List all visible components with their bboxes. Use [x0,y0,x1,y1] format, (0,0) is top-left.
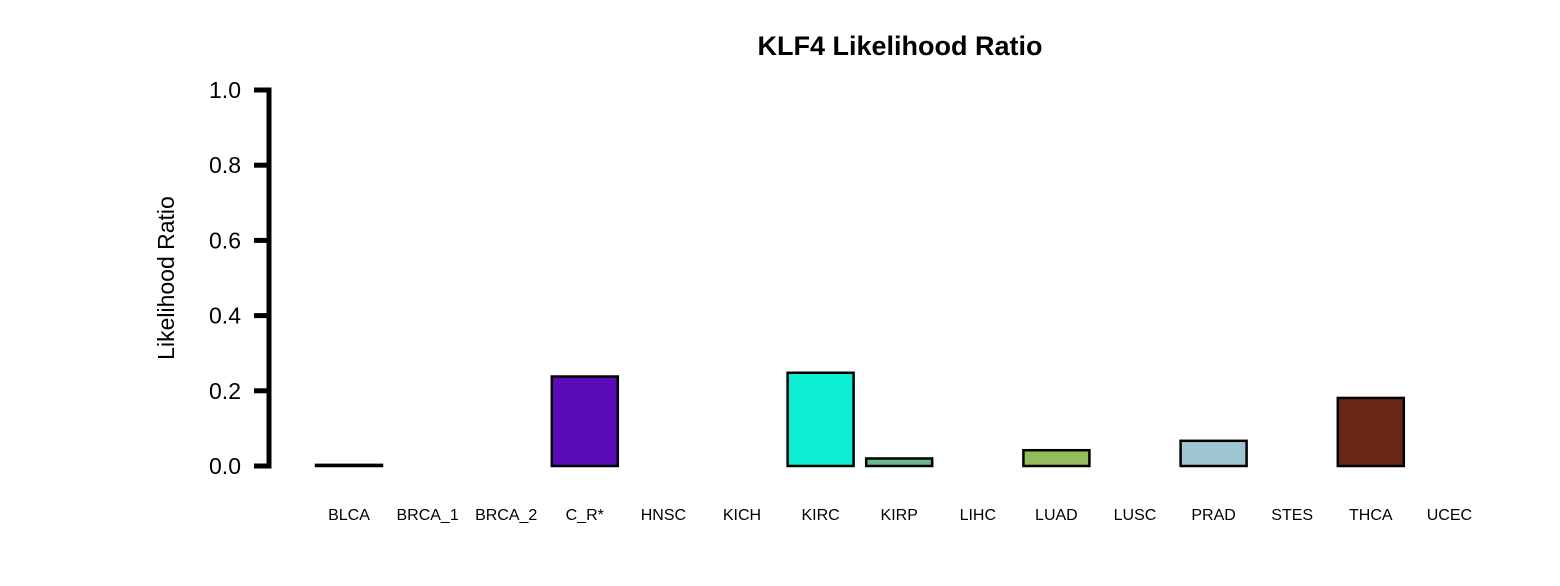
bar-c-r [550,375,620,468]
x-tick-label: LUAD [1035,507,1078,524]
x-tick-label: KIRC [801,507,839,524]
bar-luad [1022,448,1091,468]
y-tick-label: 0.8 [209,152,241,178]
y-tick-label: 0.6 [209,227,241,253]
y-axis: 0.0 0.2 0.4 0.6 0.8 1.0 [209,77,272,479]
x-tick-label: THCA [1349,507,1393,524]
bar-kirc [786,371,855,468]
x-tick-label: HNSC [641,507,686,524]
y-tick-label: 0.2 [209,378,241,404]
x-tick-label: UCEC [1427,507,1472,524]
x-tick-label: STES [1271,507,1313,524]
x-tick-label: PRAD [1191,507,1235,524]
bar-thca [1336,396,1406,468]
chart-title: KLF4 Likelihood Ratio [757,31,1042,61]
bar-prad [1179,439,1248,468]
x-tick-label: C_R* [566,507,604,524]
x-tick-label: KICH [723,507,761,524]
x-axis-labels: BLCA BRCA_1 BRCA_2 C_R* HNSC KICH KIRC KIRP LIHC… [328,507,1472,524]
y-tick-label: 0.4 [209,303,241,329]
bar-blca [314,463,384,468]
x-tick-label: BRCA_2 [475,507,537,524]
x-tick-label: LIHC [960,507,996,524]
x-tick-label: BLCA [328,507,370,524]
x-tick-label: KIRP [881,507,918,524]
x-tick-label: BRCA_1 [396,507,458,524]
y-tick-label: 1.0 [209,77,241,103]
bar-kirp [864,457,934,468]
y-tick-label: 0.0 [209,453,241,479]
y-axis-label: Likelihood Ratio [153,196,179,360]
bars [314,371,1406,468]
x-tick-label: LUSC [1114,507,1157,524]
